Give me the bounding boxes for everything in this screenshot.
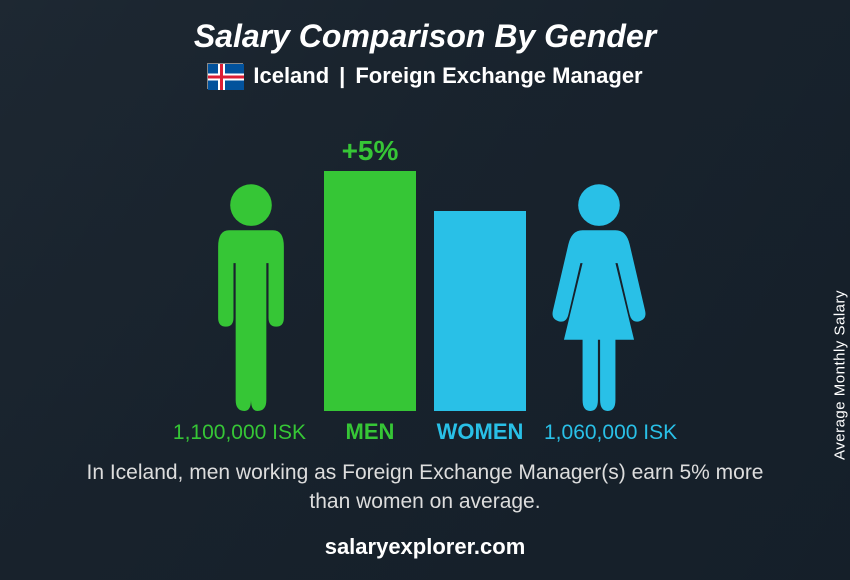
summary-text: In Iceland, men working as Foreign Excha… bbox=[65, 459, 785, 516]
men-icon-col bbox=[196, 181, 306, 411]
y-axis-label: Average Monthly Salary bbox=[832, 290, 849, 460]
infographic-container: Salary Comparison By Gender Iceland | Fo… bbox=[0, 0, 850, 580]
women-icon-col bbox=[544, 181, 654, 411]
female-icon bbox=[544, 181, 654, 411]
men-bar bbox=[324, 171, 416, 411]
job-title-label: Foreign Exchange Manager bbox=[355, 63, 642, 89]
separator: | bbox=[339, 63, 345, 89]
men-label: MEN bbox=[324, 419, 416, 445]
footer-source: salaryexplorer.com bbox=[325, 534, 526, 560]
women-bar-col bbox=[434, 211, 526, 411]
pct-diff-label: +5% bbox=[342, 135, 399, 167]
country-label: Iceland bbox=[253, 63, 329, 89]
men-bar-col: +5% bbox=[324, 135, 416, 411]
labels-row: 1,100,000 ISK MEN WOMEN 1,060,000 ISK bbox=[30, 419, 820, 445]
subtitle-row: Iceland | Foreign Exchange Manager bbox=[207, 63, 642, 89]
main-title: Salary Comparison By Gender bbox=[194, 18, 656, 55]
chart-area: +5% bbox=[30, 104, 820, 411]
male-icon bbox=[196, 181, 306, 411]
women-salary-value: 1,060,000 ISK bbox=[544, 421, 694, 445]
iceland-flag-icon bbox=[207, 63, 243, 89]
men-salary-value: 1,100,000 ISK bbox=[156, 421, 306, 445]
women-label: WOMEN bbox=[434, 419, 526, 445]
women-bar bbox=[434, 211, 526, 411]
